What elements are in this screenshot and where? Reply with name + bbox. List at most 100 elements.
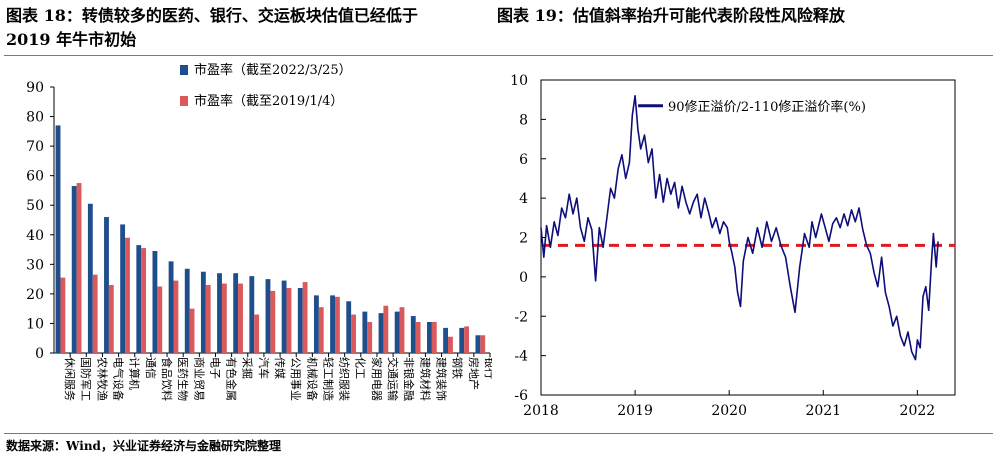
bar-2022-有色金属: [217, 273, 222, 353]
bar-2019-化工: [351, 314, 356, 353]
premium-spread-line-chart: -6 -4 -2 0 2 4 6 8 10 2018 2019 2020 2021 2022 90修正溢价/…: [510, 73, 956, 419]
category-label: 交通运输: [386, 357, 400, 401]
y-tick-label: 70: [26, 139, 44, 155]
bar-2022-农林牧渔: [87, 203, 93, 353]
legend-swatch-0: [180, 65, 188, 75]
category-label: 机械设备: [305, 357, 319, 401]
bar-2019-房地产: [464, 326, 470, 353]
series-annotation: 90修正溢价/2-110修正溢价率(%): [668, 99, 866, 115]
bar-2019-汽车: [254, 314, 260, 353]
bar-2022-非银金融: [394, 311, 400, 353]
y-tick-label: 0: [35, 346, 44, 362]
bar-2022-休闲服务: [55, 125, 61, 353]
bar-2022-国防军工: [71, 186, 77, 353]
bar-2019-电子: [205, 285, 211, 353]
category-label: 房地产: [467, 357, 481, 390]
figure-19-title: 图表 19：估值斜率抬升可能代表阶段性风险释放: [497, 6, 845, 25]
category-label: 有色金属: [225, 357, 239, 401]
bar-2022-通信: [136, 245, 142, 353]
category-label: 采掘: [241, 357, 255, 379]
bar-2019-非银金融: [399, 307, 405, 353]
x-tick-label: 2019: [617, 403, 653, 419]
bar-2019-钢铁: [448, 336, 453, 353]
bar-2019-电气设备: [108, 285, 114, 353]
bar-2019-通信: [141, 248, 147, 353]
bar-2022-电子: [200, 271, 206, 353]
bar-2022-采掘: [233, 273, 239, 353]
bar-2019-休闲服务: [60, 277, 66, 353]
category-label: 国防军工: [79, 357, 93, 401]
bar-2019-有色金属: [221, 283, 227, 353]
pe-ratio-bar-chart: 0 10 20 30 40 50 60 70 80 90 休闲服务 国防军工 农林牧渔 电气设备 计算机 通信…: [26, 62, 497, 401]
y-tick-label: 50: [26, 198, 44, 214]
bar-2022-计算机: [120, 224, 126, 353]
category-label: 商业贸易: [192, 357, 206, 401]
y-tick-label: 10: [510, 73, 528, 89]
y-tick-label: 30: [26, 257, 44, 273]
category-label: 建筑材料: [418, 357, 432, 401]
pe-ratio-bar-chart-panel: 0 10 20 30 40 50 60 70 80 90 休闲服务 国防军工 农林牧渔 电气设备 计算机 通信…: [2, 60, 497, 432]
y-tick-label: 40: [26, 228, 44, 244]
bar-2019-纺织服装: [334, 296, 340, 353]
bar-2019-传媒: [270, 290, 276, 353]
legend-label-0: 市盈率（截至2022/3/25）: [194, 62, 352, 78]
y-tick-label: 20: [26, 287, 44, 303]
y-tick-label: -4: [514, 349, 528, 365]
bar-2019-公用事业: [286, 287, 292, 353]
x-tick-label: 2020: [711, 403, 747, 419]
legend-swatch-1: [180, 96, 188, 106]
category-label: 化工: [354, 357, 368, 379]
category-label: 非银金融: [402, 357, 416, 401]
x-tick-label: 2018: [523, 403, 559, 419]
bar-2019-交通运输: [383, 305, 389, 353]
category-label: 通信: [144, 357, 157, 379]
bar-2022-化工: [346, 301, 352, 353]
category-label: 银行: [483, 357, 492, 379]
category-label: 休闲服务: [63, 357, 77, 401]
y-tick-label: 90: [26, 80, 44, 96]
bottom-divider: [4, 433, 993, 434]
category-label: 公用事业: [289, 357, 302, 401]
bar-2022-钢铁: [443, 327, 449, 353]
bar-2019-建筑装饰: [431, 321, 437, 353]
bar-2022-轻工制造: [313, 295, 319, 353]
category-label: 建筑装饰: [434, 357, 448, 401]
category-label: 电子: [208, 357, 221, 379]
category-label: 食品饮料: [160, 357, 174, 401]
bar-2019-农林牧渔: [92, 274, 98, 353]
y-tick-label: 2: [519, 231, 528, 247]
premium-spread-line-chart-panel: -6 -4 -2 0 2 4 6 8 10 2018 2019 2020 2021 2022 90修正溢价/…: [498, 60, 988, 432]
bar-2022-银行: [475, 335, 481, 353]
category-label: 农林牧渔: [95, 357, 109, 401]
category-label: 医药生物: [176, 357, 190, 401]
bar-2019-银行: [480, 335, 486, 353]
category-label: 计算机: [128, 357, 142, 390]
data-source-note: 数据来源：Wind，兴业证券经济与金融研究院整理: [6, 439, 281, 453]
bar-2022-房地产: [459, 327, 465, 353]
bar-2019-计算机: [125, 237, 130, 353]
top-divider: [4, 55, 993, 56]
category-label: 家用电器: [370, 357, 384, 401]
bar-2022-纺织服装: [330, 295, 335, 353]
bar-2019-家用电器: [367, 321, 373, 353]
bar-2022-电气设备: [104, 217, 109, 353]
y-tick-label: 80: [26, 110, 44, 126]
category-label: 轻工制造: [321, 357, 335, 401]
category-label: 纺织服装: [338, 357, 352, 401]
bar-2022-交通运输: [378, 313, 384, 353]
x-tick-label: 2021: [805, 403, 841, 419]
bar-2022-汽车: [249, 276, 255, 353]
bar-2019-医药生物: [173, 280, 179, 353]
bar-2022-建筑材料: [410, 316, 416, 353]
category-label: 传媒: [273, 357, 286, 379]
bar-2019-建筑材料: [415, 321, 421, 353]
bar-2019-机械设备: [302, 282, 308, 353]
bar-2022-建筑装饰: [427, 321, 432, 353]
category-label: 钢铁: [451, 357, 464, 379]
x-tick-label: 2022: [900, 403, 936, 419]
y-tick-label: 0: [519, 270, 528, 286]
y-tick-label: -2: [514, 309, 528, 325]
y-tick-label: 8: [519, 112, 528, 128]
y-tick-label: -6: [514, 388, 528, 404]
legend-label-1: 市盈率（截至2019/1/4）: [194, 93, 343, 109]
